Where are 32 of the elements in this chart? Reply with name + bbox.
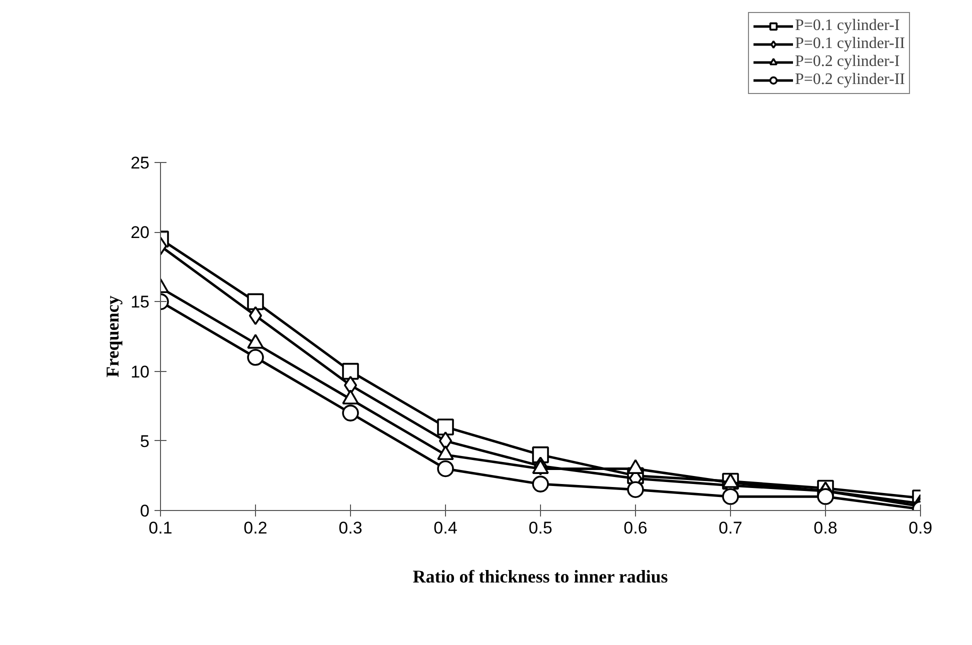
x-tick-label: 0.9 xyxy=(908,518,932,538)
point xyxy=(342,404,359,422)
y-tick-label: 25 xyxy=(130,154,150,172)
point xyxy=(722,488,739,505)
y-tick-label: 15 xyxy=(130,292,150,312)
x-tick-label: 0.6 xyxy=(624,518,648,538)
point xyxy=(532,476,549,492)
legend-label: P=0.2 cylinder-II xyxy=(794,71,905,89)
y-tick-label: 0 xyxy=(140,502,150,520)
point xyxy=(247,293,264,310)
x-tick-label: 0.4 xyxy=(434,518,458,538)
point xyxy=(342,362,359,380)
legend-label: P=0.1 cylinder-II xyxy=(794,35,905,53)
legend-label: P=0.1 cylinder-I xyxy=(794,17,900,35)
y-tick-label: 20 xyxy=(130,223,150,242)
y-tick-label: 5 xyxy=(140,432,150,451)
point xyxy=(817,488,834,505)
x-tick-label: 0.3 xyxy=(338,518,362,538)
x-axis-title: Ratio of thickness to inner radius xyxy=(412,566,668,586)
x-tick-label: 0.1 xyxy=(148,518,172,538)
x-tick-label: 0.7 xyxy=(718,518,742,538)
legend-label: P=0.2 cylinder-I xyxy=(794,53,900,71)
y-axis-title: Frequency xyxy=(102,296,123,378)
x-tick-label: 0.8 xyxy=(814,518,838,538)
y-tick-label: 10 xyxy=(130,362,150,382)
point xyxy=(247,348,264,366)
point xyxy=(248,306,262,326)
point xyxy=(627,481,644,498)
point xyxy=(437,460,454,478)
x-tick-label: 0.5 xyxy=(528,518,552,538)
x-tick-label: 0.2 xyxy=(244,518,268,538)
point xyxy=(437,418,454,436)
